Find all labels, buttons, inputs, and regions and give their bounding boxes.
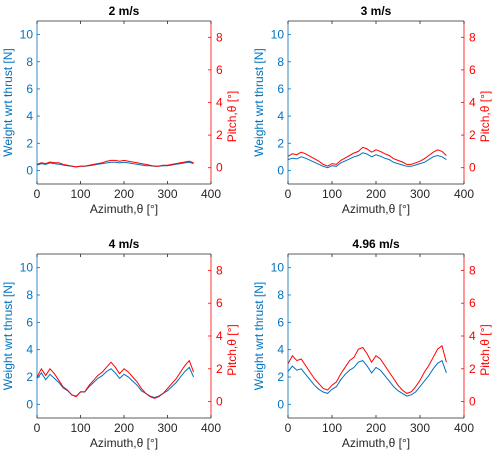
left-y-tick-label: 4 — [26, 109, 33, 123]
right-y-tick-label: 2 — [216, 128, 223, 142]
chart-panel-4: 4.96 m/s0 100 200 300 400024681002468Azimuth… — [252, 237, 492, 450]
chart-title: 4.96 m/s — [352, 237, 400, 251]
left-y-tick-label: 0 — [277, 397, 284, 411]
right-y-axis-label: Pitch,θ [°] — [478, 91, 492, 143]
x-tick-label: 200 — [366, 187, 386, 201]
right-y-tick-label: 6 — [216, 63, 223, 77]
x-tick-label: 300 — [410, 421, 430, 435]
weight-series-line — [287, 359, 447, 397]
right-y-tick-label: 4 — [469, 329, 476, 343]
left-y-tick-label: 6 — [277, 82, 284, 96]
x-axis-label: Azimuth,θ [°] — [90, 202, 158, 216]
chart-title: 4 m/s — [109, 237, 140, 251]
weight-series-line — [36, 366, 195, 399]
chart-panel-3: 4 m/s0 100 200 300 400024681002468Azimuth,θ … — [1, 237, 239, 450]
chart-title: 3 m/s — [361, 4, 392, 18]
weight-series-line — [287, 152, 447, 169]
right-y-tick-label: 0 — [216, 161, 223, 175]
left-y-tick-label: 8 — [26, 55, 33, 69]
right-y-tick-label: 2 — [469, 128, 476, 142]
x-tick-label: 0 — [285, 187, 292, 201]
left-y-axis-label: Weight wrt thrust [N] — [1, 282, 15, 390]
x-axis-label: Azimuth,θ [°] — [342, 202, 410, 216]
left-y-tick-label: 10 — [20, 28, 34, 42]
x-tick-label: 200 — [114, 187, 134, 201]
left-y-tick-label: 0 — [277, 163, 284, 177]
x-tick-label: 100 — [70, 421, 90, 435]
pitch-series-line — [287, 344, 447, 394]
x-tick-label: 200 — [114, 421, 134, 435]
right-y-tick-label: 2 — [216, 362, 223, 376]
right-y-tick-label: 0 — [469, 395, 476, 409]
right-y-tick-label: 6 — [469, 63, 476, 77]
x-tick-label: 400 — [201, 187, 221, 201]
left-y-tick-label: 0 — [26, 163, 33, 177]
x-axis-label: Azimuth,θ [°] — [342, 436, 410, 450]
right-y-tick-label: 0 — [469, 161, 476, 175]
left-y-axis-label: Weight wrt thrust [N] — [252, 48, 266, 156]
left-y-tick-label: 6 — [26, 315, 33, 329]
left-y-tick-label: 10 — [20, 261, 34, 275]
left-y-tick-label: 2 — [26, 370, 33, 384]
left-y-tick-label: 8 — [277, 288, 284, 302]
left-y-tick-label: 2 — [277, 370, 284, 384]
right-y-tick-label: 4 — [216, 96, 223, 110]
right-y-tick-label: 8 — [469, 30, 476, 44]
left-y-tick-label: 6 — [26, 82, 33, 96]
left-y-tick-label: 4 — [277, 109, 284, 123]
pitch-series-line — [36, 359, 195, 399]
left-y-tick-label: 2 — [26, 136, 33, 150]
x-axis-label: Azimuth,θ [°] — [90, 436, 158, 450]
x-tick-label: 100 — [322, 187, 342, 201]
left-y-tick-label: 8 — [26, 288, 33, 302]
left-y-tick-label: 6 — [277, 315, 284, 329]
pitch-series-line — [287, 146, 447, 167]
x-tick-label: 100 — [70, 187, 90, 201]
x-tick-label: 300 — [157, 421, 177, 435]
x-tick-label: 0 — [34, 187, 41, 201]
right-y-tick-label: 6 — [216, 296, 223, 310]
right-y-axis-label: Pitch,θ [°] — [478, 324, 492, 376]
left-y-tick-label: 4 — [277, 343, 284, 357]
x-tick-label: 300 — [410, 187, 430, 201]
x-tick-label: 300 — [157, 187, 177, 201]
x-tick-label: 400 — [454, 187, 474, 201]
left-y-tick-label: 4 — [26, 343, 33, 357]
right-y-tick-label: 0 — [216, 395, 223, 409]
x-tick-label: 0 — [285, 421, 292, 435]
pitch-series-line — [36, 159, 194, 168]
chart-panel-2: 3 m/s0 100 200 300 400024681002468Azimuth,θ … — [252, 4, 492, 216]
right-y-tick-label: 8 — [216, 263, 223, 277]
left-y-tick-label: 0 — [26, 397, 33, 411]
right-y-tick-label: 4 — [216, 329, 223, 343]
x-tick-label: 100 — [322, 421, 342, 435]
right-y-tick-label: 6 — [469, 296, 476, 310]
left-y-axis-label: Weight wrt thrust [N] — [1, 48, 15, 156]
x-tick-label: 400 — [201, 421, 221, 435]
x-tick-label: 200 — [366, 421, 386, 435]
right-y-tick-label: 8 — [216, 30, 223, 44]
right-y-tick-label: 8 — [469, 263, 476, 277]
left-y-tick-label: 2 — [277, 136, 284, 150]
right-y-axis-label: Pitch,θ [°] — [225, 324, 239, 376]
chart-title: 2 m/s — [109, 4, 140, 18]
x-tick-label: 400 — [454, 421, 474, 435]
x-tick-label: 0 — [34, 421, 41, 435]
right-y-tick-label: 4 — [469, 96, 476, 110]
chart-panel-1: 2 m/s0 100 200 300 400024681002468Azimuth,θ … — [1, 4, 239, 216]
left-y-tick-label: 8 — [277, 55, 284, 69]
right-y-axis-label: Pitch,θ [°] — [225, 91, 239, 143]
left-y-tick-label: 10 — [271, 28, 285, 42]
right-y-tick-label: 2 — [469, 362, 476, 376]
left-y-tick-label: 10 — [271, 261, 285, 275]
left-y-axis-label: Weight wrt thrust [N] — [252, 282, 266, 390]
